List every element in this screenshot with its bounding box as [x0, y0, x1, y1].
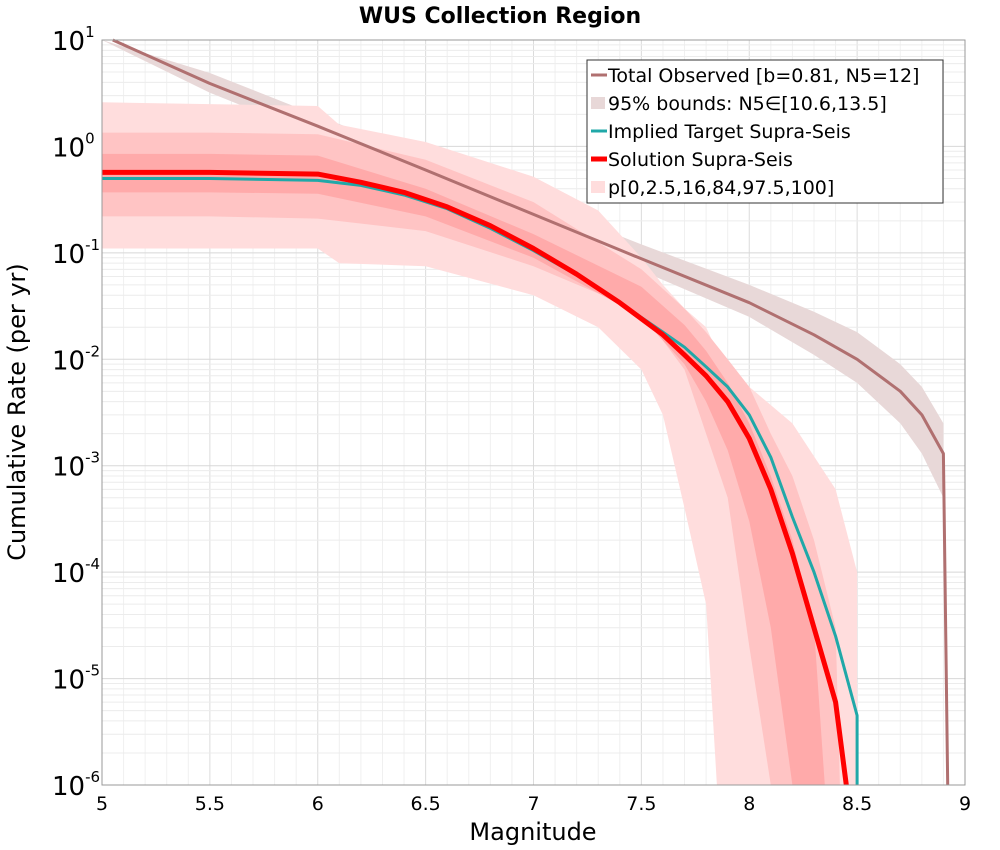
y-tick-label: 10-6 [52, 768, 100, 802]
series-line-observed [112, 38, 950, 786]
legend-label: Total Observed [b=0.81, N5=12] [607, 65, 919, 87]
y-tick-label: 10-5 [52, 662, 100, 696]
series-line-solution [102, 169, 849, 786]
y-tick-exponent: -2 [85, 342, 100, 360]
y-tick-label: 10-3 [52, 449, 100, 483]
y-tick-label: 10-1 [52, 236, 100, 270]
x-tick-label: 8.5 [842, 793, 872, 815]
y-tick-exponent: -6 [85, 768, 100, 786]
y-tick-base: 10 [52, 346, 85, 376]
legend-box [586, 59, 944, 204]
y-tick-label: 10-4 [52, 555, 100, 589]
y-tick-base: 10 [52, 453, 85, 483]
x-ticks: 5 5.5 6 6.5 7 7.5 8 8.5 9 [96, 793, 971, 815]
x-tick-label: 6 [312, 793, 324, 815]
x-tick-label: 7.5 [626, 793, 656, 815]
x-tick-label: 9 [959, 793, 971, 815]
x-tick-label: 7 [527, 793, 539, 815]
chart-title: WUS Collection Region [359, 4, 641, 29]
band-area [102, 132, 840, 786]
y-tick-label: 100 [52, 129, 95, 163]
x-tick-label: 8 [743, 793, 755, 815]
plot-frame [101, 39, 966, 786]
x-tick-label: 5.5 [195, 793, 225, 815]
x-axis-label: Magnitude [469, 818, 596, 846]
y-tick-exponent: -4 [85, 555, 100, 573]
y-axis-label: Cumulative Rate (per yr) [3, 263, 31, 561]
legend-swatch [591, 181, 605, 193]
x-tick-label: 5 [96, 793, 108, 815]
legend-label: p[0,2.5,16,84,97.5,100] [608, 177, 834, 199]
y-tick-base: 10 [52, 240, 85, 270]
y-tick-base: 10 [52, 559, 85, 589]
y-tick-base: 10 [52, 27, 85, 57]
y-tick-label: 101 [52, 23, 95, 57]
band-area [102, 153, 825, 785]
y-tick-exponent: 1 [85, 23, 95, 41]
legend: Total Observed [b=0.81, N5=12] 95% bounds… [586, 59, 944, 204]
legend-swatch [591, 97, 605, 109]
y-tick-exponent: -1 [85, 236, 100, 254]
legend-label: 95% bounds: N5∈[10.6,13.5] [608, 93, 887, 115]
y-tick-exponent: -3 [85, 449, 100, 467]
series-lines [102, 38, 950, 786]
y-tick-exponent: 0 [85, 129, 95, 147]
y-tick-label: 10-2 [52, 342, 100, 376]
y-tick-base: 10 [52, 772, 85, 802]
y-tick-exponent: -5 [85, 662, 100, 680]
legend-label: Solution Supra-Seis [608, 149, 793, 171]
y-tick-base: 10 [52, 666, 85, 696]
y-tick-base: 10 [52, 133, 85, 163]
x-tick-label: 6.5 [411, 793, 441, 815]
legend-label: Implied Target Supra-Seis [608, 121, 851, 143]
